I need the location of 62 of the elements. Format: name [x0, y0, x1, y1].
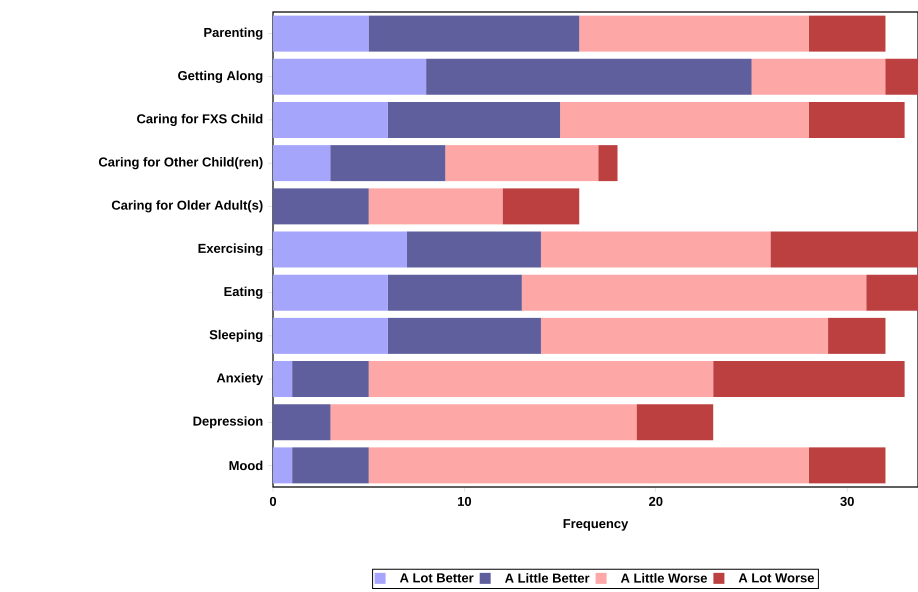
x-tick-label: 30 [840, 496, 854, 506]
bar [522, 274, 866, 311]
bar [273, 318, 388, 354]
bar [388, 274, 522, 311]
y-tick-label: Exercising [198, 243, 262, 256]
bar [828, 318, 886, 354]
y-tick-label: Anxiety [216, 373, 264, 386]
bar [770, 232, 918, 268]
bar [713, 361, 905, 398]
bar [273, 145, 330, 182]
bar [292, 447, 369, 484]
legend-label: A Little Better [505, 573, 590, 583]
y-tick-label: Eating [224, 286, 262, 299]
bar [273, 274, 388, 311]
bar [406, 232, 541, 268]
y-tick-label: Getting Along [178, 70, 262, 83]
bar [292, 361, 369, 398]
x-tick-label: 0 [270, 496, 276, 506]
bar [808, 447, 886, 484]
y-tick-label: Parenting [204, 28, 262, 40]
y-tick-label: Mood [230, 460, 262, 470]
x-tick-label: 20 [649, 496, 662, 506]
bar [808, 16, 886, 52]
y-tick-label: Sleeping [210, 330, 262, 342]
bar [579, 16, 809, 52]
bar [330, 404, 637, 440]
y-tick-label: Caring for FXS Child [137, 114, 262, 126]
bar [388, 318, 541, 354]
bar [426, 58, 752, 95]
bar [273, 188, 369, 224]
bar [540, 232, 771, 268]
bar [636, 404, 714, 440]
bar [808, 102, 905, 138]
bar [598, 145, 618, 182]
y-tick-label: Depression [194, 416, 262, 428]
bar [388, 102, 560, 138]
bar [368, 361, 714, 398]
y-tick-label: Caring for Older Adult(s) [112, 200, 263, 212]
bar [368, 188, 503, 224]
bar [560, 102, 809, 138]
bar [273, 58, 426, 95]
bar [751, 58, 886, 95]
legend-label: A Lot Better [400, 573, 474, 582]
bar [273, 361, 292, 398]
bar [540, 318, 828, 354]
bar [866, 274, 918, 311]
x-axis-title: Frequency [564, 519, 628, 531]
legend-label: A Lot Worse [738, 573, 814, 582]
bar [885, 58, 918, 95]
bar [273, 102, 388, 138]
bar [273, 404, 330, 440]
bar [273, 232, 407, 268]
bar [368, 16, 580, 52]
bar [273, 447, 292, 484]
legend-label: A Little Worse [620, 573, 707, 583]
bar [330, 145, 446, 182]
bar [502, 188, 580, 224]
bar [445, 145, 598, 182]
x-tick-label: 10 [458, 496, 472, 506]
y-tick-label: Caring for Other Child(ren) [98, 157, 263, 170]
bar [368, 447, 809, 484]
bar [273, 16, 369, 52]
